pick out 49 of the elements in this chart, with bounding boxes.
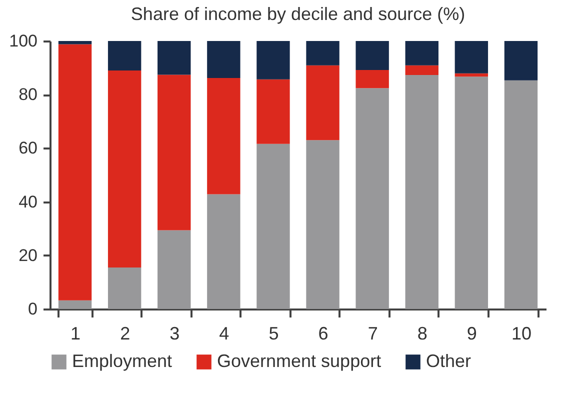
bar [405, 41, 438, 66]
bar [158, 230, 191, 309]
bar [504, 80, 538, 309]
bar [207, 41, 240, 78]
bar [405, 65, 438, 76]
x-tick-label: 8 [417, 324, 428, 344]
x-tick-label: 4 [219, 324, 230, 344]
x-tick-label: 7 [368, 324, 378, 344]
bar [207, 194, 240, 309]
bar [158, 41, 191, 75]
x-tick-label: 6 [318, 324, 328, 344]
legend-label: Employment [72, 351, 172, 371]
bar [356, 41, 389, 70]
bar [356, 70, 389, 88]
y-tick-label: 0 [28, 300, 38, 318]
bar [356, 88, 389, 309]
chart-title: Share of income by decile and source (%) [130, 4, 466, 24]
bar [108, 70, 142, 268]
x-tick-label: 5 [268, 324, 279, 344]
bar [58, 41, 92, 44]
x-tick-label: 3 [170, 324, 180, 344]
bar [256, 41, 290, 80]
x-tick-label: 9 [466, 324, 477, 344]
bar [58, 44, 92, 300]
y-tick-label: 40 [18, 192, 38, 212]
bar [58, 300, 92, 309]
bar [454, 41, 488, 74]
bar [306, 65, 340, 140]
bar [256, 79, 290, 144]
bar [454, 73, 488, 77]
y-tick-label: 60 [18, 138, 38, 158]
bar [504, 41, 538, 80]
bar [207, 78, 240, 194]
x-tick-label: 2 [120, 324, 130, 344]
x-tick-label: 10 [511, 324, 532, 344]
x-tick-label: 1 [70, 324, 81, 344]
y-tick-label: 20 [18, 246, 38, 265]
bar [306, 41, 340, 66]
bar [405, 75, 438, 309]
bar [454, 76, 488, 309]
legend-label: Other [426, 351, 472, 371]
legend-label: Government support [217, 351, 382, 371]
bar [158, 74, 191, 230]
y-tick-label: 80 [18, 85, 38, 104]
bar [108, 267, 142, 309]
bar [256, 144, 290, 309]
bar [306, 140, 340, 309]
y-tick-label: 100 [9, 32, 38, 50]
bar [108, 41, 142, 70]
